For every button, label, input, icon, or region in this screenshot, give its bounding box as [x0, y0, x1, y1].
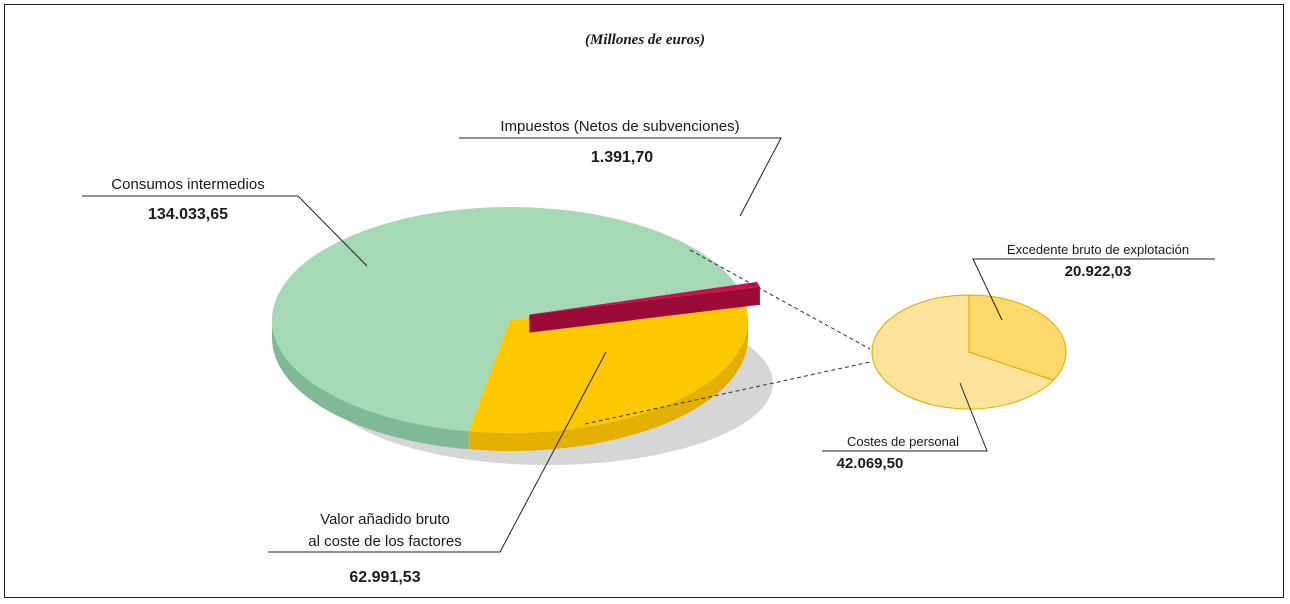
value-consumos: 134.033,65: [148, 206, 228, 223]
chart-subtitle: (Millones de euros): [585, 32, 705, 48]
label-costes: Costes de personal: [847, 434, 959, 449]
leader-consumos: [82, 195, 368, 267]
slice-valor-side: [468, 320, 749, 452]
connector-line-top: [689, 249, 871, 350]
value-valor: 62.991,53: [349, 569, 420, 586]
leader-impuestos: [459, 137, 782, 217]
slice-excedente-bruto: [968, 294, 1067, 381]
leader-costes: [822, 382, 988, 452]
label-impuestos: Impuestos (Netos de subvenciones): [500, 118, 739, 135]
slice-consumos-intermedios: [271, 207, 738, 432]
value-impuestos: 1.391,70: [591, 149, 653, 166]
slice-impuestos-side: [529, 286, 760, 333]
label-consumos: Consumos intermedios: [111, 176, 264, 193]
label-valor-line2: al coste de los factores: [308, 533, 461, 550]
slice-consumos-side: [272, 320, 469, 450]
label-excedente: Excedente bruto de explotación: [1007, 242, 1189, 257]
value-excedente: 20.922,03: [1065, 263, 1132, 280]
slice-costes-personal: [871, 294, 1055, 410]
value-costes: 42.069,50: [837, 455, 904, 472]
leader-excedente: [972, 258, 1215, 321]
leader-valor: [268, 351, 607, 553]
slice-impuestos: [529, 281, 760, 315]
label-valor-line1: Valor añadido bruto: [320, 511, 450, 528]
